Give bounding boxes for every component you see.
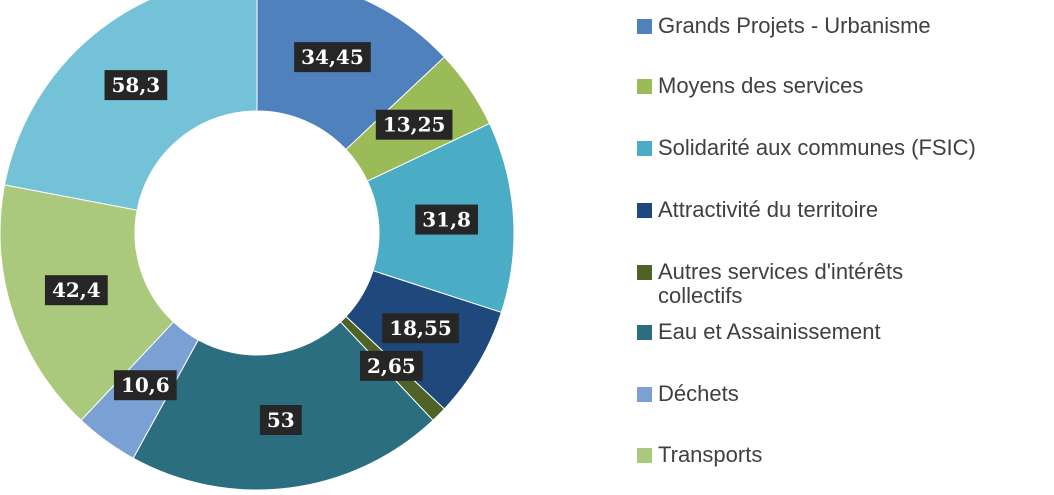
data-label-box <box>259 405 302 436</box>
data-label: 53 <box>267 408 295 432</box>
data-label-box <box>104 70 168 101</box>
legend-swatch <box>637 448 652 463</box>
legend-swatch <box>637 203 652 218</box>
legend-item: Autres services d'intérêts collectifs <box>637 260 957 308</box>
legend-swatch <box>637 141 652 156</box>
data-label-box <box>415 204 478 235</box>
legend-label: Autres services d'intérêts collectifs <box>658 259 904 308</box>
data-label: 13,25 <box>383 113 446 137</box>
legend-item: Eau et Assainissement <box>637 320 881 344</box>
legend-item: Transports <box>637 443 762 467</box>
legend-label: Moyens des services <box>658 73 864 98</box>
legend-item: Attractivité du territoire <box>637 198 878 222</box>
legend-swatch <box>637 387 652 402</box>
legend-label: Transports <box>658 442 763 467</box>
legend-swatch <box>637 19 652 34</box>
data-label-box <box>382 313 459 344</box>
data-label: 34,45 <box>301 45 364 69</box>
legend-label: Déchets <box>658 381 739 406</box>
data-label-box <box>44 275 108 306</box>
data-label-box <box>359 350 423 381</box>
data-label: 31,8 <box>422 208 471 232</box>
legend-item: Moyens des services <box>637 74 863 98</box>
legend-swatch <box>637 265 652 280</box>
legend-label: Eau et Assainissement <box>658 319 881 344</box>
data-label: 2,65 <box>367 354 416 378</box>
legend-label: Grands Projets - Urbanisme <box>658 13 931 38</box>
chart: 34,45 13,25 31,8 18,55 2,65 53 10,6 42,4 58,3 <box>0 0 515 491</box>
legend-item: Solidarité aux communes (FSIC) <box>637 136 976 160</box>
donut-slice <box>3 0 258 211</box>
data-label: 42,4 <box>52 278 101 302</box>
legend-label: Attractivité du territoire <box>658 197 879 222</box>
data-label: 10,6 <box>121 373 170 397</box>
legend-item: Déchets <box>637 382 739 406</box>
legend-label: Solidarité aux communes (FSIC) <box>658 135 976 160</box>
legend-swatch <box>637 325 652 340</box>
data-label: 58,3 <box>112 73 161 97</box>
data-label-box <box>375 109 453 140</box>
data-label-box <box>294 42 371 73</box>
data-label-box <box>113 370 177 401</box>
legend-swatch <box>637 79 652 94</box>
legend-item: Grands Projets - Urbanisme <box>637 14 931 38</box>
donut-slice <box>256 0 446 151</box>
data-label: 18,55 <box>389 316 452 340</box>
